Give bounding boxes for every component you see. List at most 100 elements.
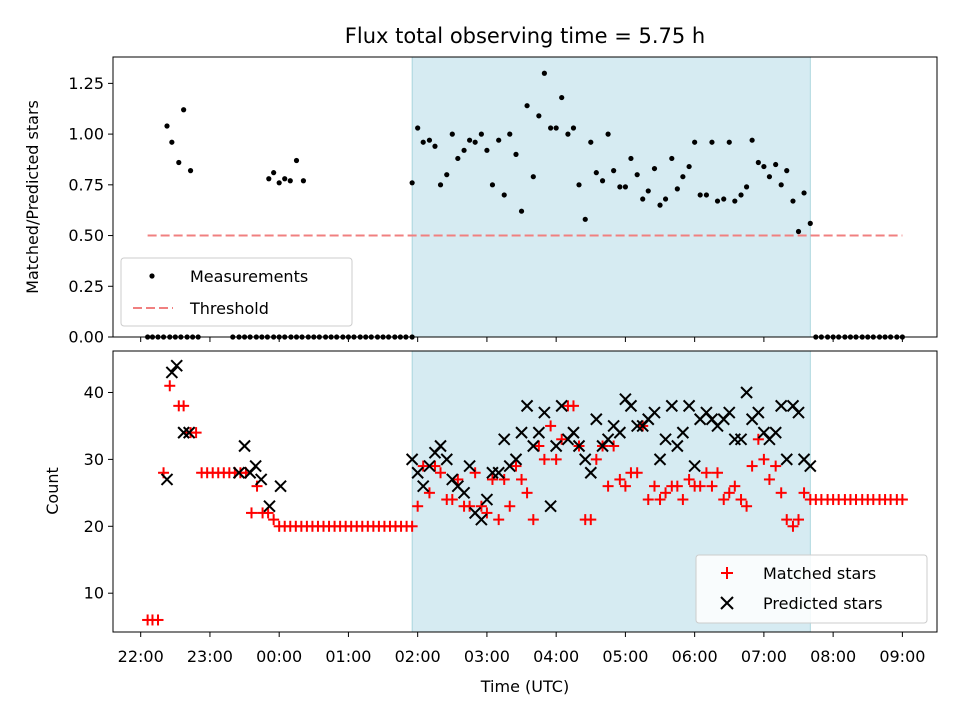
measurement-point bbox=[761, 163, 767, 170]
count-x-tick-label: 05:00 bbox=[602, 647, 648, 666]
matched-point bbox=[262, 507, 274, 519]
measurement-point bbox=[426, 137, 433, 143]
measurement-point bbox=[674, 186, 680, 192]
measurement-point bbox=[726, 139, 732, 145]
predicted-point bbox=[434, 439, 447, 453]
measurement-point bbox=[444, 172, 450, 178]
predicted-point bbox=[676, 426, 690, 439]
legend-threshold-label: Threshold bbox=[189, 299, 269, 318]
ratio-y-tick-label: 1.00 bbox=[68, 125, 104, 144]
matched-point bbox=[787, 520, 799, 532]
matched-point bbox=[521, 487, 533, 499]
chart-title: Flux total observing time = 5.75 h bbox=[345, 24, 705, 48]
matched-point bbox=[775, 487, 787, 499]
measurement-point bbox=[449, 131, 455, 137]
measurement-point bbox=[559, 94, 565, 101]
measurement-point bbox=[721, 196, 727, 202]
matched-point bbox=[510, 460, 522, 472]
matched-point bbox=[452, 473, 464, 485]
matched-point bbox=[694, 480, 706, 492]
matched-point bbox=[469, 467, 481, 479]
matched-point bbox=[677, 494, 689, 506]
matched-point bbox=[654, 494, 666, 506]
measurement-point bbox=[645, 188, 651, 194]
measurement-point bbox=[496, 137, 502, 143]
predicted-point bbox=[254, 473, 268, 486]
matched-point bbox=[464, 500, 476, 512]
measurement-point bbox=[489, 182, 496, 188]
matched-point bbox=[781, 514, 793, 526]
measurement-point bbox=[437, 182, 444, 188]
measurement-point bbox=[536, 113, 542, 119]
count-x-tick-label: 07:00 bbox=[741, 647, 787, 666]
measurement-point bbox=[703, 192, 710, 198]
predicted-point bbox=[804, 459, 817, 473]
matched-point bbox=[770, 460, 782, 472]
measurement-point bbox=[714, 198, 721, 204]
matched-point bbox=[493, 514, 505, 526]
predicted-point bbox=[520, 399, 534, 413]
count-x-tick-label: 09:00 bbox=[879, 647, 925, 666]
matched-point bbox=[423, 487, 435, 499]
matched-point bbox=[614, 473, 626, 485]
predicted-point bbox=[182, 426, 196, 439]
measurement-point bbox=[773, 161, 779, 168]
predicted-point bbox=[584, 466, 597, 479]
predicted-point bbox=[165, 366, 179, 379]
measurement-point bbox=[790, 198, 796, 204]
predicted-point bbox=[509, 453, 523, 466]
measurement-point bbox=[164, 123, 170, 129]
predicted-point bbox=[740, 386, 753, 399]
predicted-point bbox=[405, 453, 419, 466]
measurement-point bbox=[266, 176, 272, 182]
ratio-y-label: Matched/Predicted stars bbox=[23, 100, 42, 294]
matched-point bbox=[590, 453, 602, 465]
matched-point bbox=[446, 494, 458, 506]
matched-point bbox=[412, 500, 424, 512]
measurement-point bbox=[605, 131, 611, 137]
count-legend: Matched stars Predicted stars bbox=[695, 554, 928, 624]
measurement-point bbox=[784, 168, 790, 174]
predicted-point bbox=[653, 453, 667, 466]
matched-point bbox=[190, 427, 202, 439]
measurement-point bbox=[778, 182, 784, 188]
legend-measurements-marker bbox=[149, 273, 155, 279]
matched-points bbox=[142, 380, 908, 626]
measurement-point bbox=[300, 178, 307, 184]
measurement-point bbox=[169, 139, 175, 145]
measurement-point bbox=[271, 170, 277, 176]
matched-point bbox=[245, 507, 257, 519]
predicted-point bbox=[792, 406, 805, 419]
measurement-point bbox=[640, 196, 646, 202]
matched-point bbox=[164, 380, 176, 392]
count-x-tick-label: 03:00 bbox=[464, 647, 510, 666]
matched-point bbox=[545, 420, 557, 432]
matched-point bbox=[706, 480, 718, 492]
predicted-point bbox=[492, 466, 505, 479]
predicted-point bbox=[527, 439, 540, 453]
predicted-point bbox=[411, 466, 424, 479]
matched-point bbox=[631, 467, 643, 479]
count-x-tick-label: 22:00 bbox=[118, 647, 164, 666]
ratio-y-tick-label: 1.25 bbox=[68, 74, 104, 93]
matched-point bbox=[718, 494, 730, 506]
measurement-point bbox=[282, 176, 288, 182]
matched-point bbox=[608, 440, 620, 452]
ratio-legend: Measurements Threshold bbox=[120, 257, 353, 327]
predicted-point bbox=[417, 479, 430, 493]
matched-point bbox=[533, 440, 545, 452]
predicted-point bbox=[532, 426, 546, 439]
count-panel: 10 20 30 40 22:00 23:00 00:00 01:00 02:00 03:00 0… bbox=[43, 350, 938, 696]
count-x-axis: 22:00 23:00 00:00 01:00 02:00 03:00 04:00 05:00… bbox=[118, 632, 925, 666]
legend-measurements-label: Measurements bbox=[190, 267, 308, 286]
predicted-point bbox=[498, 433, 511, 446]
measurement-point bbox=[662, 196, 669, 202]
matched-point bbox=[683, 473, 695, 485]
predicted-point bbox=[624, 399, 638, 413]
count-x-tick-label: 00:00 bbox=[256, 647, 302, 666]
ratio-y-axis: 0.00 0.25 0.50 0.75 1.00 1.25 bbox=[68, 74, 113, 347]
ratio-panel: 0.00 0.25 0.50 0.75 1.00 1.25 Matched/Predict… bbox=[23, 56, 938, 347]
matched-point bbox=[723, 487, 735, 499]
count-y-tick-label: 40 bbox=[84, 383, 104, 402]
